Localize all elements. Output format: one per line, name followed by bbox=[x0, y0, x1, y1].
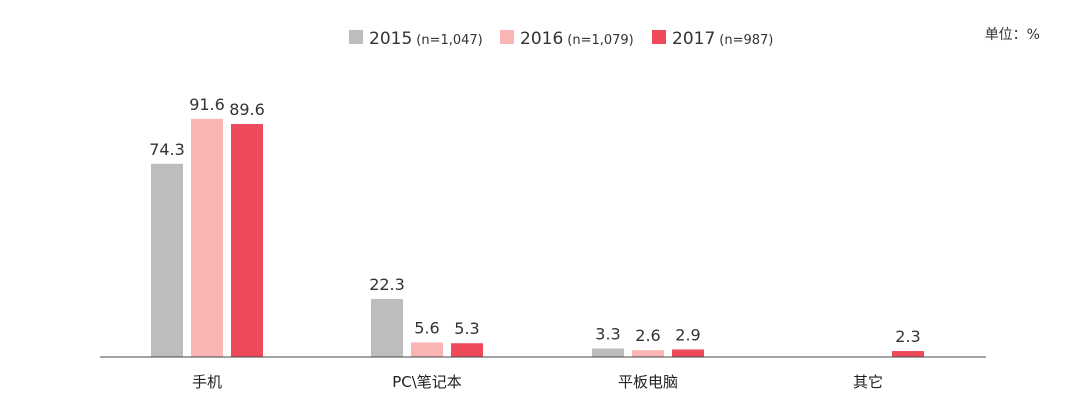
bar-2015-0 bbox=[151, 163, 183, 357]
category-label-2: 平板电脑 bbox=[618, 373, 678, 391]
legend-n-2017: (n=987) bbox=[719, 33, 773, 48]
legend-n-2015: (n=1,047) bbox=[416, 33, 483, 48]
bar-2015-2 bbox=[592, 348, 624, 357]
value-label-2015-1: 22.3 bbox=[369, 275, 405, 294]
bar-2017-0 bbox=[231, 124, 263, 357]
bar-2016-0 bbox=[191, 118, 223, 357]
legend-n-2016: (n=1,079) bbox=[567, 33, 634, 48]
unit-label: 单位：% bbox=[985, 27, 1040, 43]
legend-swatch-2015 bbox=[349, 30, 363, 44]
category-labels: 手机 PC\笔记本 平板电脑 其它 bbox=[192, 373, 883, 391]
legend-year-2017: 2017 bbox=[672, 29, 715, 49]
value-label-2017-0: 89.6 bbox=[229, 100, 265, 119]
category-label-3: 其它 bbox=[853, 373, 883, 391]
bar-2016-1 bbox=[411, 342, 443, 357]
bars bbox=[151, 118, 924, 357]
bar-2017-2 bbox=[672, 349, 704, 357]
value-labels: 74.3 91.6 89.6 22.3 5.6 5.3 3.3 2.6 2.9 2.3 bbox=[149, 95, 921, 346]
value-label-2017-2: 2.9 bbox=[675, 325, 700, 344]
value-label-2017-3: 2.3 bbox=[895, 327, 920, 346]
value-label-2016-2: 2.6 bbox=[635, 326, 660, 345]
legend-swatch-2016 bbox=[500, 30, 514, 44]
bar-2017-3 bbox=[892, 351, 924, 357]
legend-swatch-2017 bbox=[652, 30, 666, 44]
legend-label-2017: 2017 (n=987) bbox=[672, 29, 773, 49]
value-label-2016-1: 5.6 bbox=[414, 318, 439, 337]
category-label-0: 手机 bbox=[192, 373, 222, 391]
legend-label-2015: 2015 (n=1,047) bbox=[369, 29, 483, 49]
legend-year-2015: 2015 bbox=[369, 29, 412, 49]
value-label-2015-0: 74.3 bbox=[149, 140, 185, 159]
value-label-2017-1: 5.3 bbox=[454, 319, 479, 338]
category-label-1: PC\笔记本 bbox=[392, 373, 462, 391]
legend: 2015 (n=1,047) 2016 (n=1,079) 2017 (n=987) bbox=[349, 29, 773, 49]
legend-label-2016: 2016 (n=1,079) bbox=[520, 29, 634, 49]
value-label-2015-2: 3.3 bbox=[595, 324, 620, 343]
bar-2016-2 bbox=[632, 350, 664, 357]
bar-2015-1 bbox=[371, 299, 403, 357]
legend-year-2016: 2016 bbox=[520, 29, 563, 49]
value-label-2016-0: 91.6 bbox=[189, 95, 225, 114]
bar-2017-1 bbox=[451, 343, 483, 357]
